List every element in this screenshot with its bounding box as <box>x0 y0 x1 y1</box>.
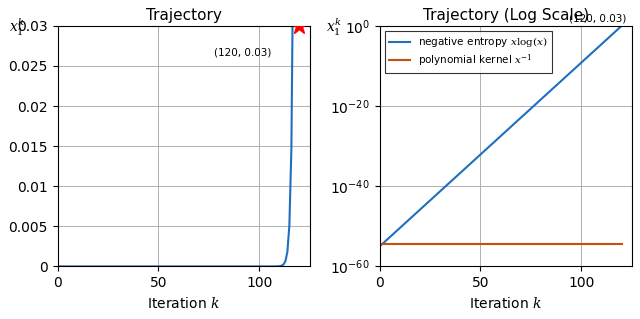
Title: Trajectory (Log Scale): Trajectory (Log Scale) <box>422 8 589 23</box>
Text: (120, 0.03): (120, 0.03) <box>214 48 272 58</box>
Legend: negative entropy $x\log(x)$, polynomial kernel $x^{-1}$: negative entropy $x\log(x)$, polynomial … <box>385 31 552 73</box>
negative entropy $x\log(x)$ <box>376 244 383 248</box>
negative entropy $x\log(x)$ <box>400 222 408 226</box>
Y-axis label: $x_1^k$: $x_1^k$ <box>326 17 342 38</box>
polynomial kernel $x^{-1}$ <box>618 242 625 246</box>
Text: (120, 0.03): (120, 0.03) <box>569 14 626 24</box>
negative entropy $x\log(x)$ <box>527 107 534 110</box>
X-axis label: Iteration $k$: Iteration $k$ <box>147 296 220 311</box>
polynomial kernel $x^{-1}$ <box>479 242 486 246</box>
negative entropy $x\log(x)$ <box>618 24 625 28</box>
Line: negative entropy $x\log(x)$: negative entropy $x\log(x)$ <box>380 26 621 246</box>
polynomial kernel $x^{-1}$ <box>527 242 534 246</box>
Y-axis label: $x_1^k$: $x_1^k$ <box>10 17 25 38</box>
polynomial kernel $x^{-1}$ <box>400 242 408 246</box>
X-axis label: Iteration $k$: Iteration $k$ <box>469 296 542 311</box>
polynomial kernel $x^{-1}$ <box>539 242 547 246</box>
negative entropy $x\log(x)$ <box>539 96 547 100</box>
negative entropy $x\log(x)$ <box>432 193 440 197</box>
polynomial kernel $x^{-1}$ <box>432 242 440 246</box>
Title: Trajectory: Trajectory <box>146 8 221 23</box>
polynomial kernel $x^{-1}$ <box>376 242 383 246</box>
negative entropy $x\log(x)$ <box>479 151 486 155</box>
negative entropy $x\log(x)$ <box>602 39 609 42</box>
polynomial kernel $x^{-1}$ <box>602 242 609 246</box>
